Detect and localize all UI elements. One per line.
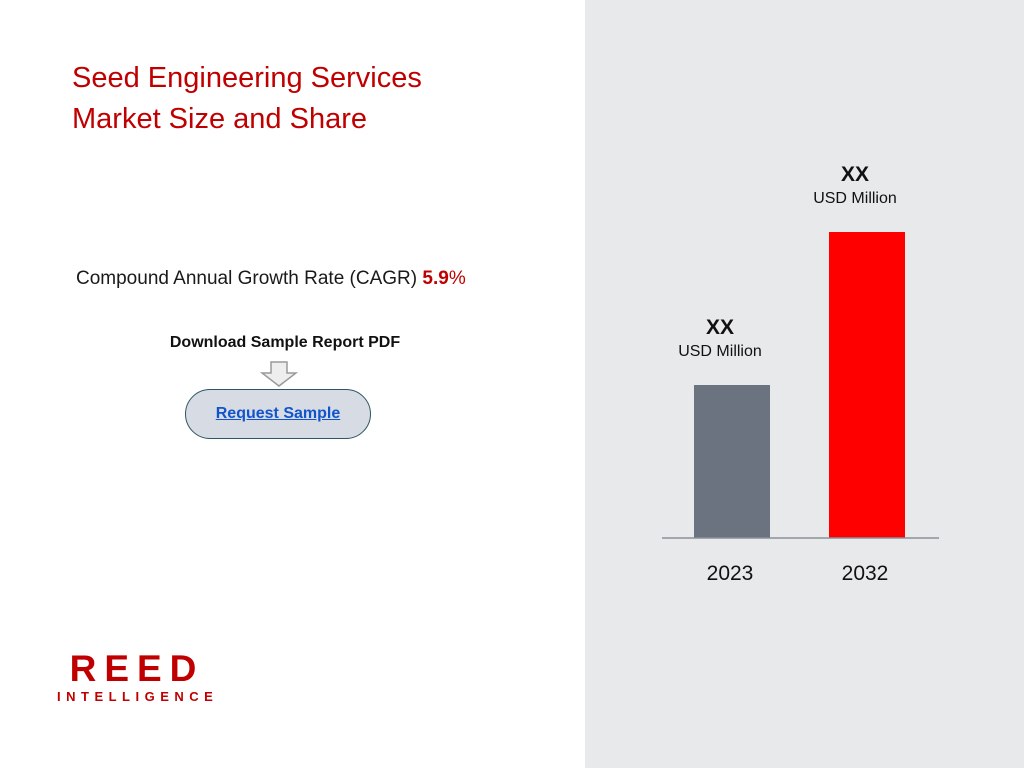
request-sample-button[interactable]: Request Sample [185,389,371,439]
download-label: Download Sample Report PDF [169,334,401,351]
bar-unit-2032: USD Million [813,190,897,207]
cagr-text: Compound Annual Growth Rate (CAGR) 5.9% [76,268,466,290]
logo-main-text: REED [69,648,205,689]
x-tick-label-2032: 2032 [841,562,889,585]
bar-value-2023: XX [705,316,734,339]
request-sample-link[interactable]: Request Sample [215,405,341,422]
reed-intelligence-logo: REED INTELLIGENCE [52,650,214,706]
title-line-1: Seed Engineering Services [72,62,422,94]
x-tick-label-2023: 2023 [706,562,754,585]
title-line-2: Market Size and Share [72,103,367,135]
bar-value-label-2023: XX USD Million [640,315,800,363]
bar-unit-2023: USD Million [678,343,762,360]
bar-value-label-2032: XX USD Million [775,162,935,210]
down-arrow-icon [260,361,298,387]
cagr-unit: % [448,268,466,289]
cagr-value: 5.9 [422,268,449,289]
logo-sub-text: INTELLIGENCE [57,689,219,704]
cagr-label: Compound Annual Growth Rate (CAGR) [76,268,418,289]
page-title: Seed Engineering Services Market Size an… [72,58,552,140]
chart-panel [585,0,1024,768]
bar-2023 [694,385,770,538]
bar-2032 [829,232,905,538]
bar-value-2032: XX [840,163,869,186]
